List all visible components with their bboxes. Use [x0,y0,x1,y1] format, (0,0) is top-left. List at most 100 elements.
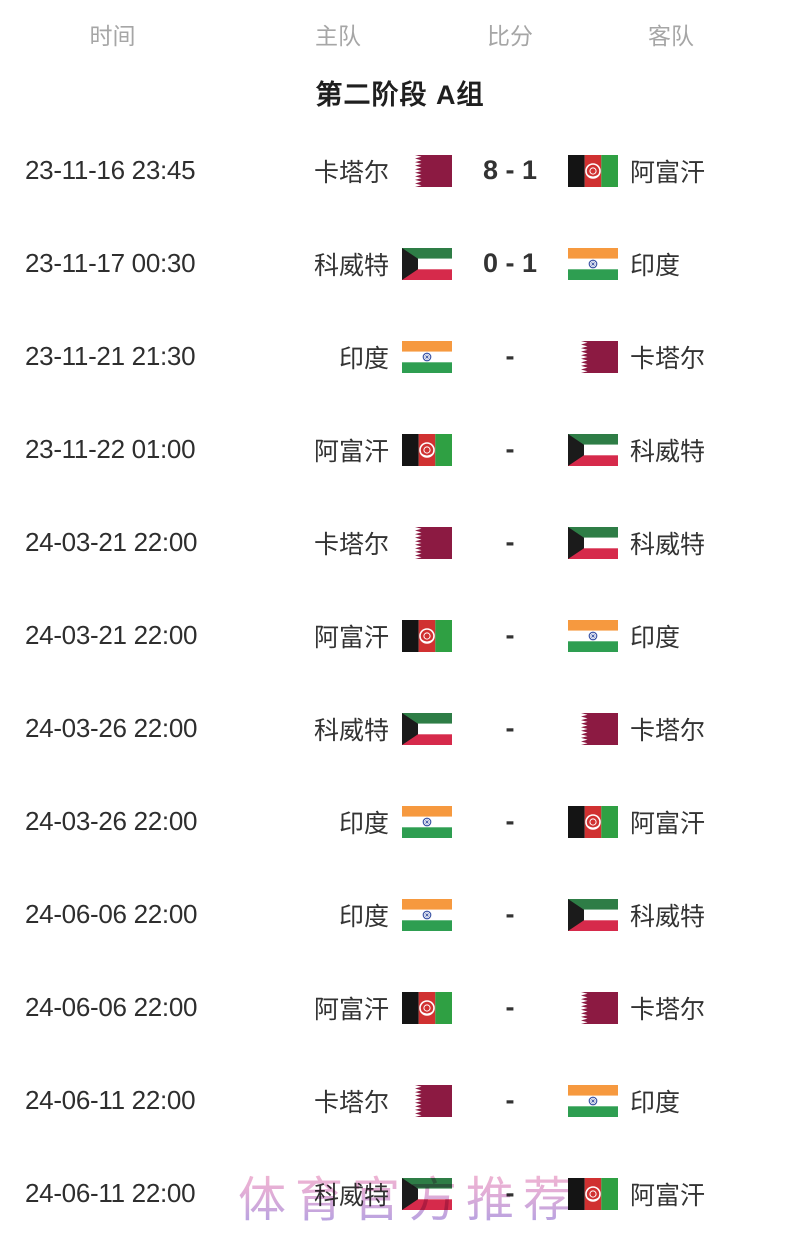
away-team-name: 印度 [630,623,681,652]
score: 8 - 1 [482,155,538,185]
match-row[interactable]: 24-03-26 22:00 科威特 - 卡塔尔 [0,682,800,775]
away-team-cell: 印度 [568,618,800,654]
home-team-cell: 印度 [200,339,452,375]
table-header: 时间 主队 比分 客队 [0,0,800,60]
home-team-name: 卡塔尔 [313,1088,389,1117]
away-team-name: 印度 [630,1088,681,1117]
score: - [505,341,515,371]
home-team-name: 阿富汗 [313,623,389,652]
india-flag-icon [568,1084,618,1117]
afghanistan-flag-icon [402,619,452,652]
section-title-wrap: 第二阶段 A组 [0,60,800,124]
match-time: 24-03-21 22:00 [25,620,198,650]
away-team-cell: 科威特 [568,897,800,933]
away-team-name: 科威特 [630,902,706,931]
score: - [505,527,515,557]
away-team-cell: 卡塔尔 [568,990,800,1026]
match-time: 23-11-16 23:45 [25,155,196,185]
away-team-cell: 印度 [568,246,800,282]
india-flag-icon [402,805,452,838]
away-team-name: 卡塔尔 [630,344,706,373]
qatar-flag-icon [568,991,618,1024]
home-team-cell: 阿富汗 [200,990,452,1026]
score: - [505,1178,515,1208]
column-header-home: 主队 [315,23,361,49]
away-team-cell: 科威特 [568,432,800,468]
column-header-score: 比分 [487,23,533,49]
kuwait-flag-icon [402,712,452,745]
away-team-name: 印度 [630,251,681,280]
away-team-name: 科威特 [630,437,706,466]
home-team-name: 科威特 [313,251,389,280]
match-time: 23-11-21 21:30 [25,341,196,371]
qatar-flag-icon [402,154,452,187]
away-team-cell: 卡塔尔 [568,339,800,375]
score: - [505,992,515,1022]
home-team-cell: 卡塔尔 [200,153,452,189]
column-header-away: 客队 [648,23,694,49]
score: - [505,713,515,743]
match-row[interactable]: 23-11-22 01:00 阿富汗 - 科威特 [0,403,800,496]
away-team-name: 科威特 [630,530,706,559]
away-team-cell: 阿富汗 [568,1176,800,1212]
india-flag-icon [568,619,618,652]
away-team-name: 卡塔尔 [630,716,706,745]
home-team-cell: 阿富汗 [200,432,452,468]
away-team-cell: 印度 [568,1083,800,1119]
kuwait-flag-icon [568,526,618,559]
away-team-cell: 科威特 [568,525,800,561]
away-team-cell: 阿富汗 [568,804,800,840]
home-team-cell: 阿富汗 [200,618,452,654]
match-time: 24-06-06 22:00 [25,992,198,1022]
match-row[interactable]: 24-06-11 22:00 卡塔尔 - 印度 [0,1054,800,1147]
score: 0 - 1 [482,248,538,278]
match-row[interactable]: 24-03-21 22:00 阿富汗 - 印度 [0,589,800,682]
match-row[interactable]: 24-03-21 22:00 卡塔尔 - 科威特 [0,496,800,589]
section-title: 第二阶段 A组 [315,79,485,110]
afghanistan-flag-icon [402,433,452,466]
home-team-name: 阿富汗 [313,437,389,466]
away-team-name: 阿富汗 [630,809,706,838]
home-team-name: 卡塔尔 [313,530,389,559]
home-team-cell: 印度 [200,804,452,840]
qatar-flag-icon [402,526,452,559]
match-row[interactable]: 23-11-21 21:30 印度 - 卡塔尔 [0,310,800,403]
afghanistan-flag-icon [568,805,618,838]
match-row[interactable]: 24-06-06 22:00 印度 - 科威特 [0,868,800,961]
home-team-name: 印度 [338,344,389,373]
match-row[interactable]: 23-11-17 00:30 科威特 0 - 1 印度 [0,217,800,310]
afghanistan-flag-icon [568,1177,618,1210]
match-time: 24-06-06 22:00 [25,899,198,929]
score: - [505,434,515,464]
score: - [505,620,515,650]
india-flag-icon [402,340,452,373]
kuwait-flag-icon [568,898,618,931]
match-time: 24-03-26 22:00 [25,713,198,743]
match-time: 23-11-17 00:30 [25,248,196,278]
match-row[interactable]: 23-11-16 23:45 卡塔尔 8 - 1 阿富汗 [0,124,800,217]
match-time: 24-03-21 22:00 [25,527,198,557]
india-flag-icon [402,898,452,931]
match-row[interactable]: 24-06-11 22:00 科威特 - 阿富汗 [0,1147,800,1240]
home-team-cell: 卡塔尔 [200,525,452,561]
score: - [505,806,515,836]
home-team-name: 阿富汗 [313,995,389,1024]
match-row[interactable]: 24-03-26 22:00 印度 - 阿富汗 [0,775,800,868]
match-row[interactable]: 24-06-06 22:00 阿富汗 - 卡塔尔 [0,961,800,1054]
match-time: 24-06-11 22:00 [25,1085,196,1115]
qatar-flag-icon [568,340,618,373]
home-team-cell: 科威特 [200,711,452,747]
kuwait-flag-icon [568,433,618,466]
away-team-name: 阿富汗 [630,1181,706,1210]
column-header-time: 时间 [89,23,136,49]
score: - [505,899,515,929]
away-team-cell: 阿富汗 [568,153,800,189]
qatar-flag-icon [402,1084,452,1117]
score: - [505,1085,515,1115]
qatar-flag-icon [568,712,618,745]
afghanistan-flag-icon [402,991,452,1024]
match-time: 24-03-26 22:00 [25,806,198,836]
home-team-name: 科威特 [313,716,389,745]
home-team-cell: 科威特 [200,246,452,282]
away-team-name: 阿富汗 [630,158,706,187]
